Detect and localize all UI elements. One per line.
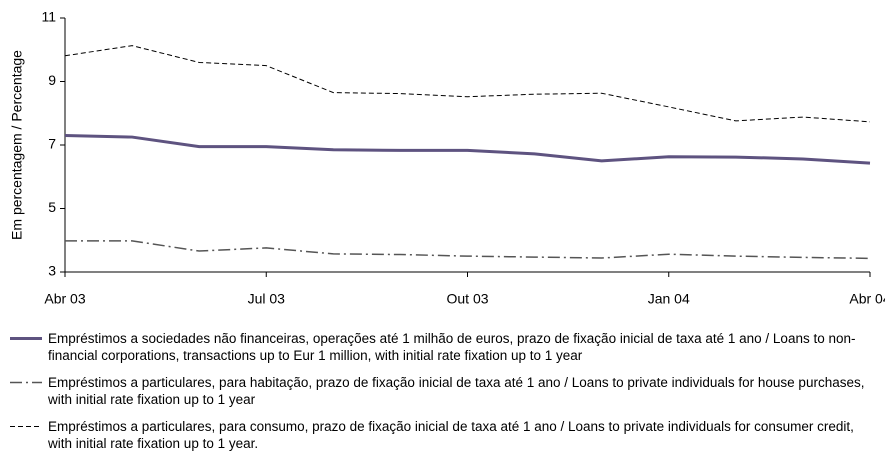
y-tick-label: 5: [48, 199, 56, 215]
legend-item: Empréstimos a particulares, para consumo…: [8, 418, 878, 452]
legend-swatch: [10, 426, 42, 427]
legend-label: Empréstimos a sociedades não financeiras…: [48, 331, 856, 363]
legend-label: Empréstimos a particulares, para consumo…: [48, 419, 854, 451]
y-tick-label: 11: [41, 9, 56, 25]
x-tick-label: Out 03: [446, 291, 488, 307]
legend-swatch: [10, 381, 42, 384]
series-line: [64, 133, 871, 165]
x-tick-label: Abr 03: [44, 291, 85, 307]
x-tick-label: Jul 03: [248, 291, 286, 307]
legend-item: Empréstimos a particulares, para habitaç…: [8, 374, 878, 408]
legend-label: Empréstimos a particulares, para habitaç…: [48, 375, 865, 407]
x-tick-label: Abr 04: [849, 291, 885, 307]
legend: Empréstimos a sociedades não financeiras…: [8, 330, 878, 462]
legend-swatch: [10, 337, 42, 340]
legend-item: Empréstimos a sociedades não financeiras…: [8, 330, 878, 364]
y-tick-label: 7: [48, 136, 56, 152]
y-tick-label: 3: [48, 263, 56, 279]
series-line: [65, 240, 871, 260]
x-tick-label: Jan 04: [648, 291, 690, 307]
y-axis-label: Em percentagem / Percentage: [9, 50, 25, 240]
chart: Em percentagem / Percentage 3 5 7 9 11 Abr 03…: [9, 9, 885, 307]
series-line: [64, 45, 871, 123]
y-tick-label: 9: [48, 72, 56, 88]
